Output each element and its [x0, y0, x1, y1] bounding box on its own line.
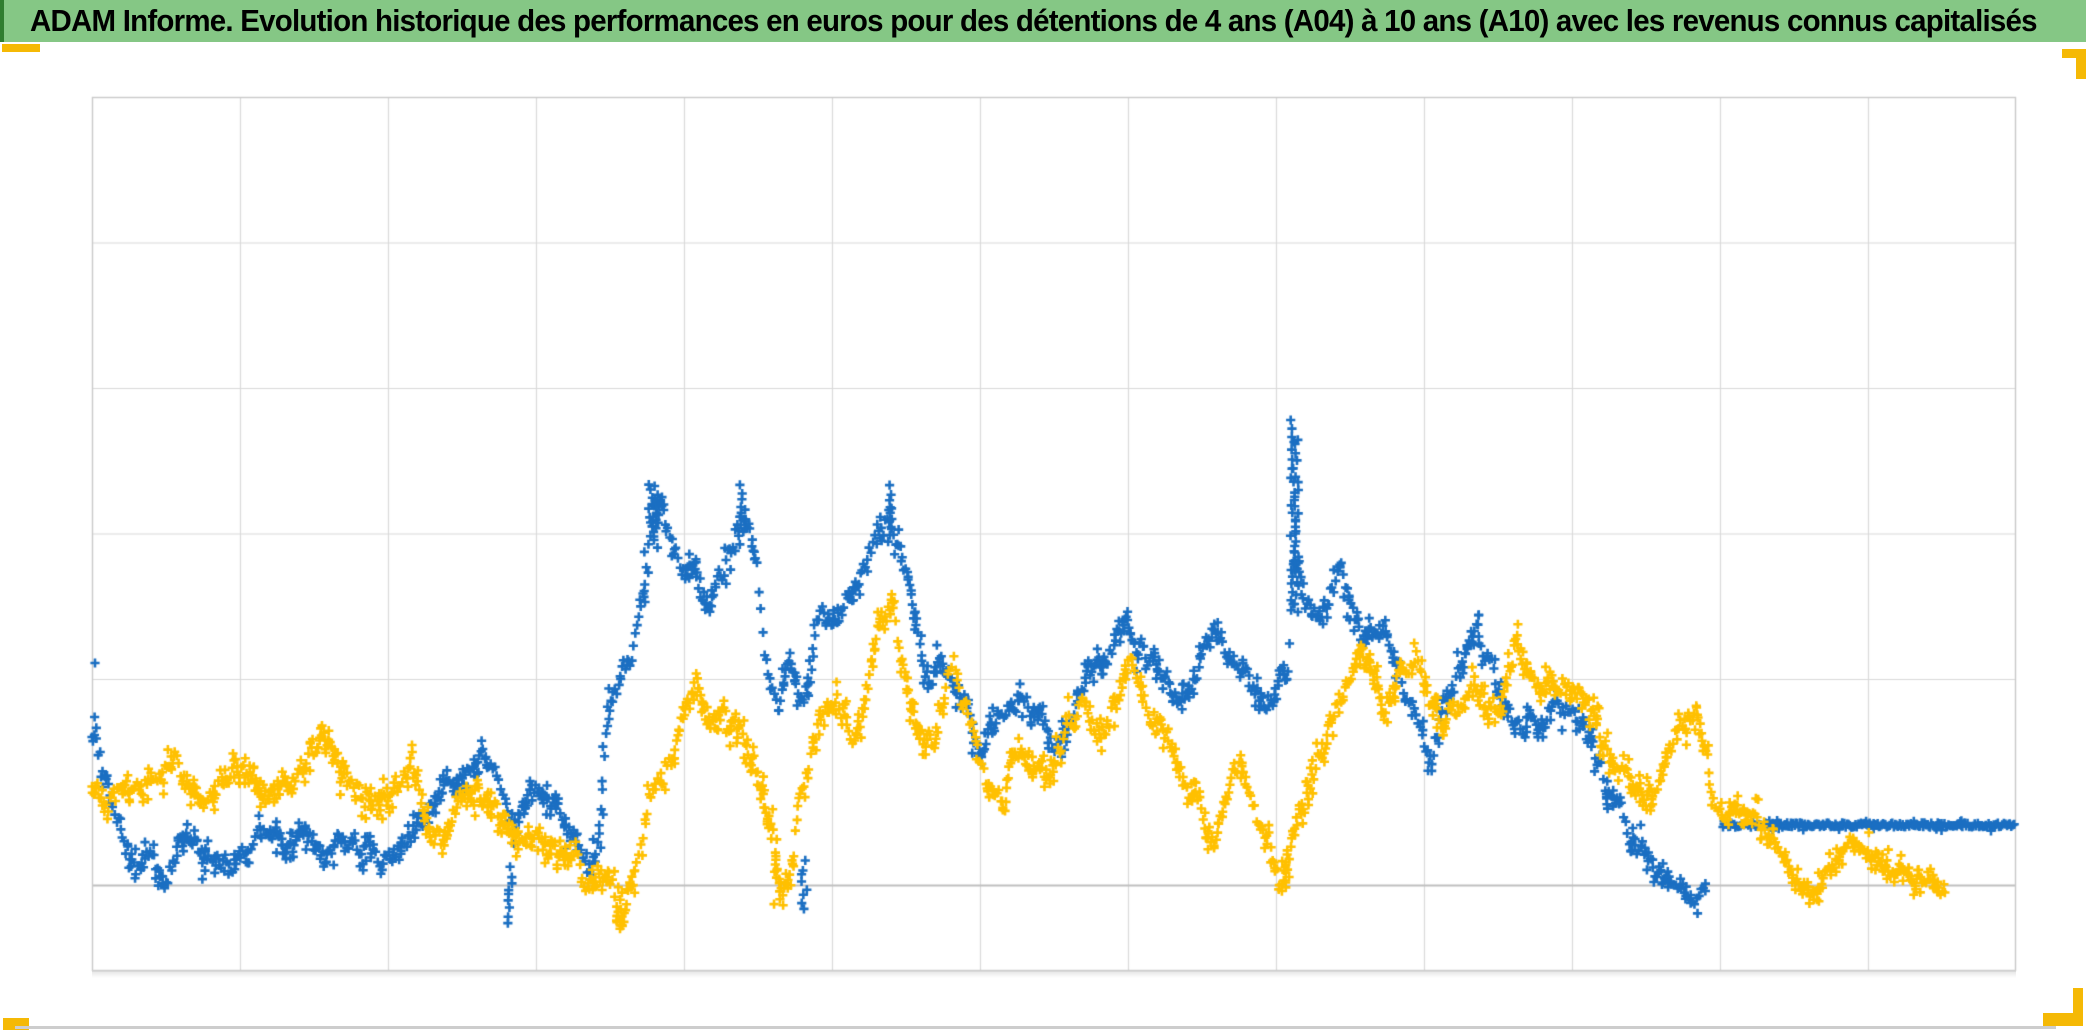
slide-bottom-edge [15, 1026, 2056, 1029]
plot-bottom-shadow [92, 971, 2016, 978]
